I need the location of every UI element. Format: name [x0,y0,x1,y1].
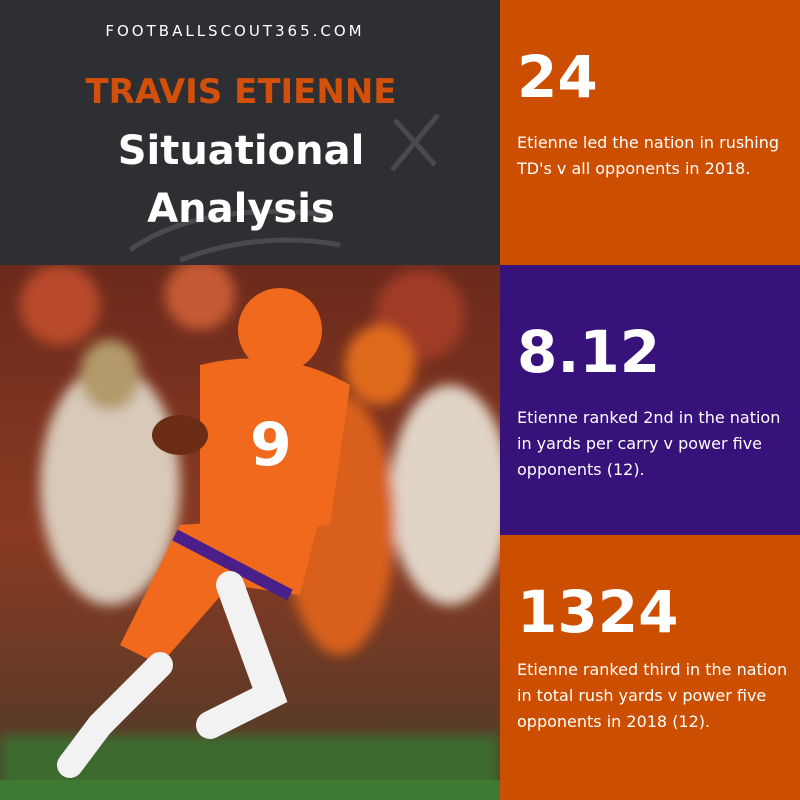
stat-value: 24 [517,43,598,111]
stat-panel: 1324 Etienne ranked third in the nation … [500,535,800,800]
site-name: FOOTBALLSCOUT365.COM [105,22,365,40]
svg-text:9: 9 [250,410,292,480]
stat-text: Etienne led the nation in rushing TD's v… [517,133,780,178]
stat-text: Etienne ranked 2nd in the nation in yard… [517,408,781,479]
stat-panel: 24 Etienne led the nation in rushing TD'… [500,0,800,265]
player-name: TRAVIS ETIENNE [85,72,397,112]
runner: 9 [57,288,350,778]
stat-panel: 8.12 Etienne ranked 2nd in the nation in… [500,265,800,535]
chalk-marks [128,113,440,263]
stat-value: 1324 [517,578,679,646]
player-photo: 9 [0,265,500,800]
stat-value: 8.12 [517,318,661,386]
header-panel: FOOTBALLSCOUT365.COM TRAVIS ETIENNE Situ… [0,0,500,265]
stat-text: Etienne ranked third in the nation in to… [517,660,788,731]
title: Situational Analysis [117,128,365,232]
